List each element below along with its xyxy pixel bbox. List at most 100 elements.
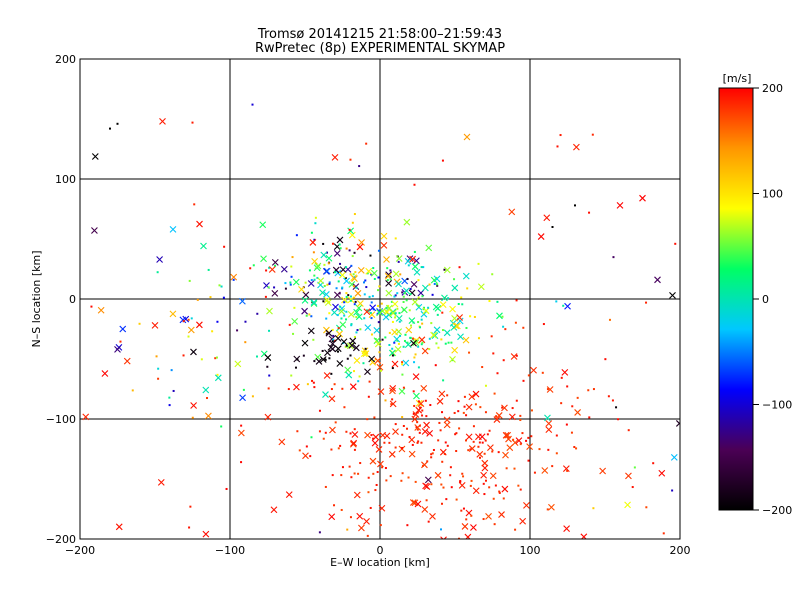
data-point [674, 242, 677, 245]
chart-subtitle: RwPretec (8p) EXPERIMENTAL SKYMAP [255, 41, 505, 56]
data-point [318, 409, 321, 412]
data-point [356, 329, 359, 332]
data-point-x [430, 276, 438, 284]
data-point [463, 405, 466, 408]
data-point [420, 441, 423, 444]
data-point-x [413, 257, 420, 265]
data-point-x [266, 307, 273, 315]
data-point [196, 298, 199, 301]
data-point [386, 267, 389, 270]
data-point [298, 449, 301, 452]
data-point [504, 328, 507, 331]
data-point [310, 315, 313, 318]
data-point [454, 433, 457, 436]
data-point-x [307, 327, 315, 335]
data-point [515, 399, 518, 402]
data-point-x [502, 431, 510, 439]
data-point [349, 516, 352, 519]
data-point [378, 351, 381, 354]
data-point-x [373, 326, 381, 334]
data-point [420, 343, 423, 346]
data-point [377, 289, 380, 292]
data-point [482, 482, 485, 485]
data-point-x [355, 304, 363, 312]
data-point-x [465, 403, 473, 411]
data-point [330, 372, 333, 375]
data-point [383, 441, 386, 444]
data-point [498, 491, 501, 494]
data-point [481, 441, 484, 444]
data-point [492, 352, 495, 355]
data-point [460, 296, 463, 299]
data-point [436, 283, 439, 286]
data-point [119, 340, 122, 343]
data-point-x [395, 314, 403, 322]
data-point [397, 342, 400, 345]
data-point [612, 256, 615, 259]
data-point [394, 294, 397, 297]
data-point [440, 483, 443, 486]
data-point-x [530, 366, 537, 374]
data-point [401, 446, 404, 449]
data-point-x [333, 291, 341, 299]
data-point-x [380, 242, 388, 249]
data-point [355, 316, 358, 319]
data-point [131, 389, 134, 392]
data-point [461, 303, 464, 306]
data-point [305, 445, 308, 448]
data-point [402, 345, 405, 348]
data-point [555, 452, 558, 455]
data-point [371, 295, 374, 298]
data-point [249, 267, 252, 270]
data-point [363, 317, 366, 320]
data-point [551, 226, 554, 228]
data-point-x [415, 406, 423, 414]
data-point [416, 441, 419, 444]
data-point [527, 436, 530, 439]
data-point-x [352, 283, 360, 291]
data-point [519, 488, 522, 491]
data-point [190, 317, 193, 320]
data-point [385, 479, 388, 482]
data-point [431, 293, 434, 296]
data-point [365, 286, 368, 289]
data-point-x [420, 310, 428, 318]
data-point-x [515, 437, 523, 445]
data-point [396, 292, 399, 295]
data-point [313, 386, 316, 389]
data-point-x [519, 517, 527, 525]
data-point [457, 400, 460, 403]
data-point-x [205, 412, 212, 420]
data-point [421, 414, 424, 417]
data-point-x [285, 491, 293, 498]
data-point [413, 356, 416, 359]
data-point-x [370, 269, 378, 277]
data-point [460, 509, 463, 512]
data-point [354, 300, 357, 303]
data-point [578, 548, 580, 550]
data-point [293, 306, 296, 309]
data-point-x [545, 426, 553, 433]
data-point [430, 483, 433, 486]
data-point [397, 260, 400, 263]
data-point-x [260, 255, 267, 263]
data-point-x [449, 355, 456, 363]
data-point [551, 465, 554, 468]
data-point-x [410, 339, 417, 347]
data-point [378, 311, 381, 314]
data-point [353, 303, 356, 306]
chart-title: Tromsø 20141215 21:58:00–21:59:43 [257, 27, 502, 42]
data-point [256, 312, 259, 315]
data-point [322, 437, 325, 440]
data-point-x [341, 296, 348, 304]
data-point [394, 312, 397, 315]
data-point [393, 341, 396, 344]
data-point [340, 317, 343, 320]
data-point [428, 283, 431, 286]
data-point-x [190, 348, 197, 356]
data-point-x [465, 433, 473, 441]
data-point [367, 476, 370, 479]
data-point-x [463, 133, 471, 141]
data-point [426, 460, 429, 463]
data-point [501, 315, 504, 318]
